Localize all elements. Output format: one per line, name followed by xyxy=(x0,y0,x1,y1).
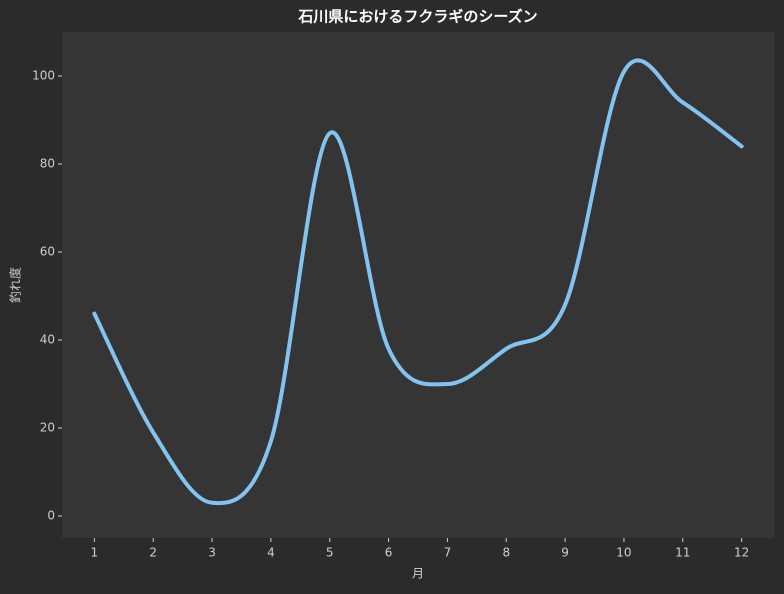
x-tick-label: 3 xyxy=(208,546,216,560)
y-tick-label: 0 xyxy=(47,509,55,523)
chart-title: 石川県におけるフクラギのシーズン xyxy=(297,8,537,26)
x-tick-label: 6 xyxy=(385,546,393,560)
x-tick-label: 7 xyxy=(444,546,452,560)
y-tick-label: 80 xyxy=(40,157,55,171)
plot-area xyxy=(62,32,774,538)
y-tick-label: 100 xyxy=(32,69,55,83)
x-tick-label: 11 xyxy=(675,546,690,560)
y-tick-label: 40 xyxy=(40,333,55,347)
x-axis-label: 月 xyxy=(412,567,424,581)
x-tick-label: 4 xyxy=(267,546,275,560)
x-tick-label: 8 xyxy=(502,546,510,560)
x-tick-label: 1 xyxy=(91,546,99,560)
line xyxy=(92,58,744,506)
x-tick-label: 12 xyxy=(734,546,749,560)
y-axis-label: 釣れ度 xyxy=(8,267,23,303)
y-tick-label: 60 xyxy=(40,245,55,259)
x-tick-label: 5 xyxy=(326,546,334,560)
x-tick-label: 9 xyxy=(561,546,569,560)
x-tick-label: 2 xyxy=(149,546,157,560)
x-tick-label: 10 xyxy=(616,546,631,560)
y-tick-label: 20 xyxy=(40,421,55,435)
